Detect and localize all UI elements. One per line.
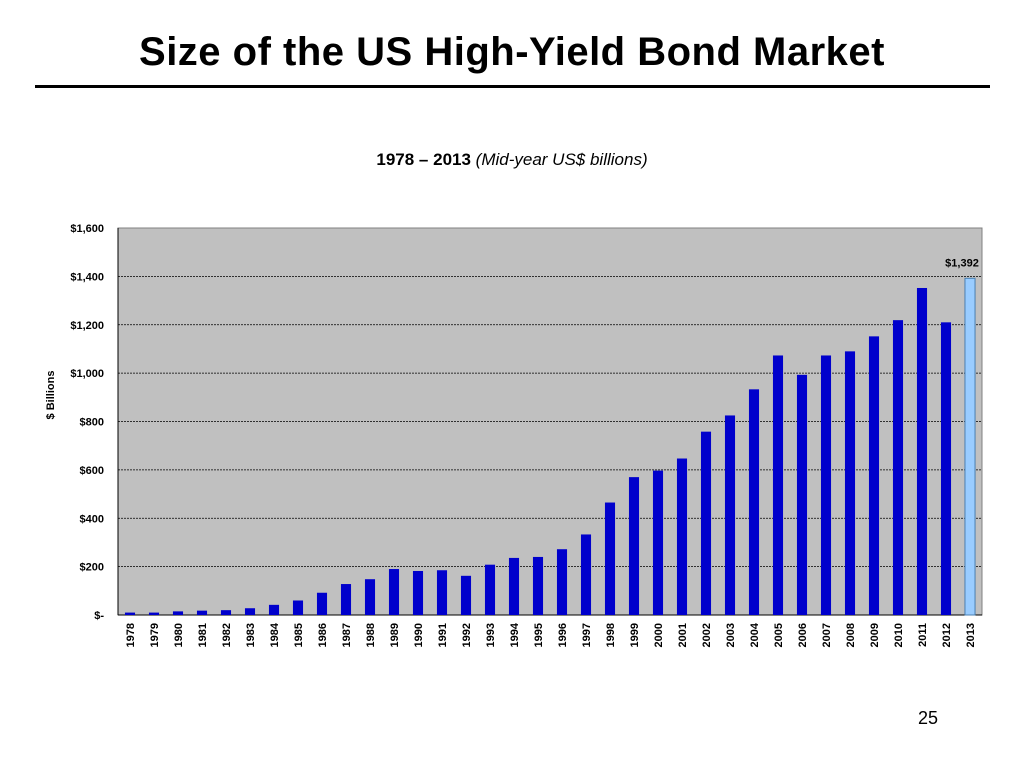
x-tick-label: 2009 <box>869 623 881 647</box>
bar <box>508 557 520 615</box>
bar <box>292 600 304 615</box>
x-tick-label: 2001 <box>677 623 689 647</box>
data-label: $1,392 <box>945 257 979 269</box>
x-tick-label: 2004 <box>749 622 761 647</box>
bar <box>916 287 928 615</box>
x-tick-label: 2011 <box>917 623 929 647</box>
bar <box>580 534 592 615</box>
x-tick-label: 2002 <box>701 623 713 647</box>
y-tick-label: $600 <box>80 465 104 477</box>
x-tick-label: 1999 <box>629 623 641 647</box>
x-tick-label: 1983 <box>245 623 257 647</box>
bar <box>124 612 136 615</box>
x-tick-label: 1996 <box>557 623 569 647</box>
x-tick-label: 2012 <box>941 623 953 647</box>
bar <box>220 610 232 615</box>
title-divider <box>35 85 990 88</box>
bar <box>652 470 664 615</box>
x-tick-label: 1990 <box>413 623 425 647</box>
chart-title-years: 1978 – 2013 <box>376 150 471 169</box>
bar <box>556 549 568 615</box>
y-tick-label: $1,000 <box>70 368 104 380</box>
bar <box>388 569 400 615</box>
y-tick-label: $1,600 <box>70 223 104 235</box>
bar <box>436 570 448 615</box>
bar <box>796 374 808 615</box>
y-tick-label: $1,400 <box>70 271 104 283</box>
chart-title-note: (Mid-year US$ billions) <box>475 150 648 169</box>
y-tick-label: $400 <box>80 513 104 525</box>
y-tick-label: $1,200 <box>70 320 104 332</box>
y-axis-label: $ Billions <box>45 371 57 420</box>
x-tick-label: 2013 <box>965 623 977 647</box>
x-tick-label: 1979 <box>149 623 161 647</box>
bar <box>628 477 640 615</box>
x-tick-label: 1997 <box>581 623 593 647</box>
bar <box>244 608 256 615</box>
bar <box>268 604 280 615</box>
page-number: 25 <box>917 708 938 728</box>
x-tick-label: 1981 <box>197 623 209 647</box>
bar <box>844 351 856 615</box>
bar <box>940 322 952 615</box>
x-tick-label: 1995 <box>533 623 545 647</box>
bar <box>316 592 328 615</box>
page-title: Size of the US High-Yield Bond Market <box>139 30 885 74</box>
x-tick-label: 1978 <box>125 623 137 647</box>
bar <box>172 611 184 615</box>
x-tick-label: 1985 <box>293 623 305 647</box>
bar <box>868 336 880 615</box>
x-tick-label: 2000 <box>653 623 665 647</box>
bar <box>460 575 472 615</box>
bar <box>676 458 688 615</box>
x-tick-label: 1986 <box>317 623 329 647</box>
bar <box>340 584 352 615</box>
bar <box>148 612 160 615</box>
x-tick-label: 1989 <box>389 623 401 647</box>
bar <box>820 355 832 615</box>
x-tick-label: 1980 <box>173 623 185 647</box>
x-tick-label: 1993 <box>485 623 497 647</box>
x-tick-label: 2007 <box>821 623 833 647</box>
bar-chart: $- $200 $400 $600 $800 $1,000 $1,200 $1,400 $1,6… <box>45 223 983 647</box>
y-tick-label: $200 <box>80 562 104 574</box>
bar <box>412 570 424 615</box>
bar <box>700 431 712 615</box>
bar <box>748 389 760 615</box>
bar <box>604 502 616 615</box>
x-tick-label: 1982 <box>221 623 233 647</box>
x-tick-label: 2005 <box>773 623 785 647</box>
x-tick-label: 1984 <box>269 622 281 647</box>
x-tick-label: 2008 <box>845 623 857 647</box>
x-tick-label: 1994 <box>509 622 521 647</box>
bar <box>532 556 544 615</box>
x-tick-label: 1998 <box>605 623 617 647</box>
x-tick-label: 1992 <box>461 623 473 647</box>
x-tick-label: 1988 <box>365 623 377 647</box>
x-tick-label: 2003 <box>725 623 737 647</box>
bar <box>772 355 784 615</box>
bar <box>892 320 904 615</box>
bar <box>364 579 376 615</box>
x-tick-label: 1991 <box>437 623 449 647</box>
bar <box>724 415 736 615</box>
plot-area: $- $200 $400 $600 $800 $1,000 $1,200 $1,400 $1,6… <box>70 223 983 647</box>
x-tick-label: 2010 <box>893 623 905 647</box>
y-tick-label: $800 <box>80 417 104 429</box>
bar <box>196 610 208 615</box>
bar <box>484 564 496 615</box>
x-tick-label: 1987 <box>341 623 353 647</box>
chart-title: 1978 – 2013 (Mid-year US$ billions) <box>0 150 1024 170</box>
bar-highlight <box>964 277 976 616</box>
x-tick-label: 2006 <box>797 623 809 647</box>
y-tick-label: $- <box>94 610 104 622</box>
